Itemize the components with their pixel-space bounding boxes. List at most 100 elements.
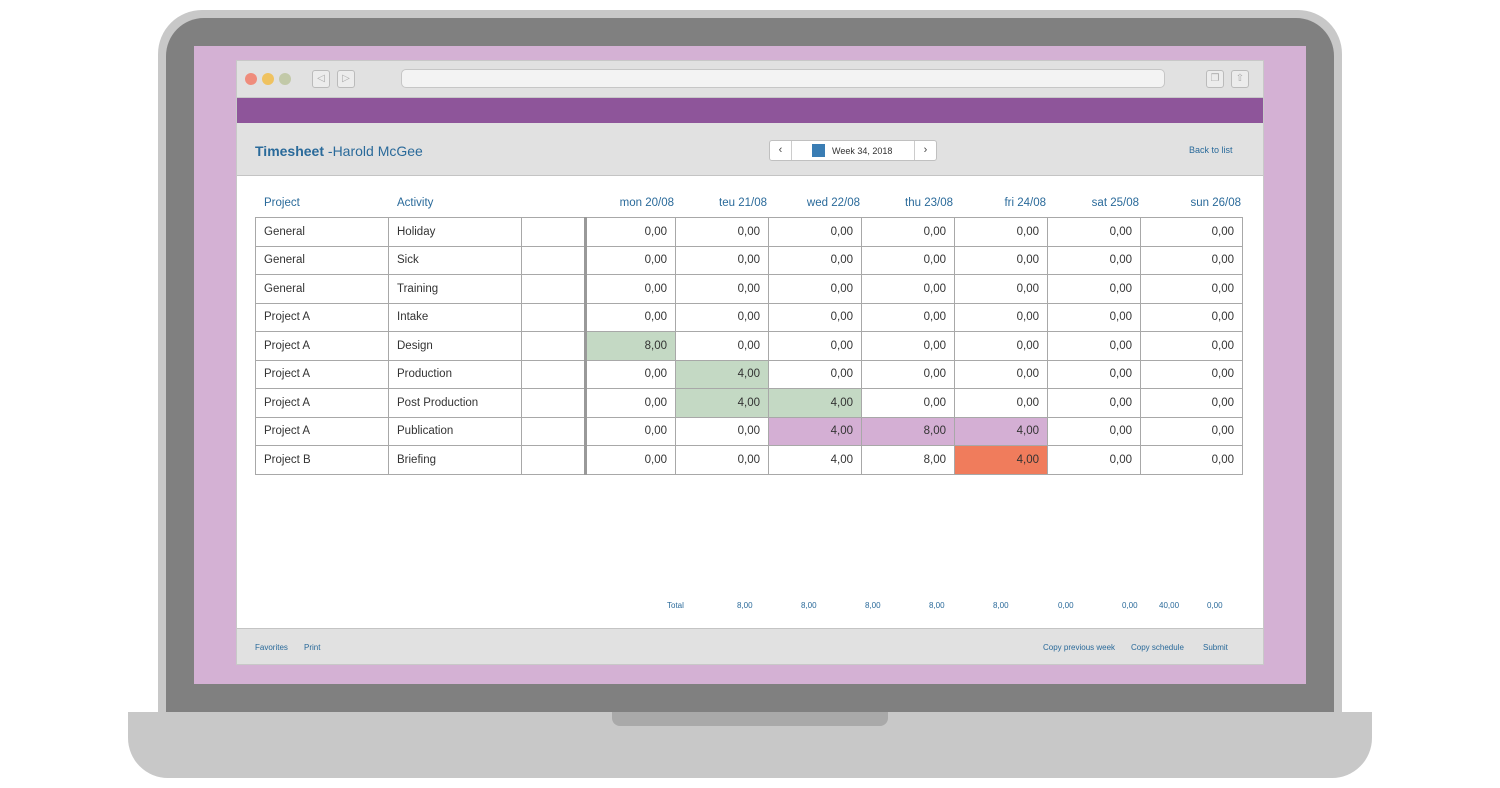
hours-input-cell[interactable]: 0,00	[1140, 359, 1243, 389]
hours-input-cell[interactable]: 0,00	[1140, 388, 1243, 418]
copy-previous-week-link[interactable]: Copy previous week	[1043, 643, 1116, 652]
hours-input-cell[interactable]: 0,00	[675, 416, 769, 446]
hours-input-cell[interactable]: 0,00	[675, 217, 769, 247]
hours-input-cell[interactable]: 0,00	[585, 302, 676, 332]
hours-input-cell[interactable]: 0,00	[1047, 359, 1141, 389]
employee-name: Harold McGee	[332, 143, 423, 159]
hours-input-cell[interactable]: 0,00	[1047, 274, 1141, 304]
hours-input-cell[interactable]: 0,00	[1140, 302, 1243, 332]
address-bar[interactable]	[401, 69, 1165, 88]
hours-input-cell[interactable]: 0,00	[675, 331, 769, 361]
hours-input-cell[interactable]: 4,00	[768, 416, 862, 446]
hours-input-cell[interactable]: 0,00	[585, 217, 676, 247]
hours-input-cell[interactable]: 0,00	[585, 445, 676, 475]
tabs-icon[interactable]: ❐	[1206, 70, 1224, 88]
total-value: 0,00	[1058, 601, 1074, 610]
hours-input-cell[interactable]: 0,00	[1047, 331, 1141, 361]
hours-input-cell[interactable]: 0,00	[768, 274, 862, 304]
hours-input-cell[interactable]: 0,00	[954, 388, 1048, 418]
hours-input-cell[interactable]: 0,00	[675, 274, 769, 304]
hours-input-cell[interactable]: 0,00	[1047, 388, 1141, 418]
hours-input-cell[interactable]: 0,00	[1047, 445, 1141, 475]
total-value: 8,00	[865, 601, 881, 610]
hours-input-cell[interactable]: 0,00	[1047, 245, 1141, 275]
hours-input-cell[interactable]: 0,00	[768, 302, 862, 332]
back-arrow-icon[interactable]: ◁	[312, 70, 330, 88]
blank-cell	[521, 245, 587, 275]
hours-input-cell[interactable]: 0,00	[861, 388, 955, 418]
column-header: thu 23/08	[905, 197, 953, 209]
hours-input-cell[interactable]: 0,00	[768, 245, 862, 275]
hours-input-cell[interactable]: 0,00	[585, 245, 676, 275]
hours-input-cell[interactable]: 0,00	[954, 245, 1048, 275]
print-link[interactable]: Print	[304, 643, 321, 652]
total-value: 8,00	[993, 601, 1009, 610]
hours-input-cell[interactable]: 0,00	[1140, 217, 1243, 247]
hours-input-cell[interactable]: 0,00	[954, 274, 1048, 304]
favorites-link[interactable]: Favorites	[255, 643, 288, 652]
activity-cell: Production	[388, 359, 522, 389]
hours-input-cell[interactable]: 0,00	[1140, 331, 1243, 361]
project-cell: Project A	[255, 331, 389, 361]
project-cell: General	[255, 217, 389, 247]
app-header-band	[237, 98, 1263, 123]
hours-input-cell[interactable]: 0,00	[861, 302, 955, 332]
back-to-list-link[interactable]: Back to list	[1189, 145, 1233, 155]
hours-input-cell[interactable]: 0,00	[954, 302, 1048, 332]
minimize-window-icon[interactable]	[262, 73, 274, 85]
forward-arrow-icon[interactable]: ▷	[337, 70, 355, 88]
hours-input-cell[interactable]: 4,00	[954, 445, 1048, 475]
hours-input-cell[interactable]: 0,00	[675, 445, 769, 475]
project-cell: Project A	[255, 302, 389, 332]
column-header: teu 21/08	[719, 197, 767, 209]
next-week-button[interactable]: ›	[914, 141, 936, 160]
activity-cell: Holiday	[388, 217, 522, 247]
total-value: 0,00	[1122, 601, 1138, 610]
hours-input-cell[interactable]: 0,00	[861, 217, 955, 247]
week-label[interactable]: Week 34, 2018	[832, 146, 893, 156]
hours-input-cell[interactable]: 0,00	[861, 359, 955, 389]
hours-input-cell[interactable]: 8,00	[861, 445, 955, 475]
copy-schedule-link[interactable]: Copy schedule	[1131, 643, 1184, 652]
maximize-window-icon[interactable]	[279, 73, 291, 85]
hours-input-cell[interactable]: 8,00	[861, 416, 955, 446]
hours-input-cell[interactable]: 0,00	[954, 359, 1048, 389]
hours-input-cell[interactable]: 0,00	[768, 331, 862, 361]
submit-button[interactable]: Submit	[1203, 643, 1228, 652]
hours-input-cell[interactable]: 0,00	[1140, 245, 1243, 275]
prev-week-button[interactable]: ‹	[770, 141, 792, 160]
hours-input-cell[interactable]: 0,00	[861, 245, 955, 275]
hours-input-cell[interactable]: 0,00	[954, 217, 1048, 247]
hours-input-cell[interactable]: 0,00	[1140, 416, 1243, 446]
share-icon[interactable]: ⇧	[1231, 70, 1249, 88]
hours-input-cell[interactable]: 0,00	[768, 217, 862, 247]
hours-input-cell[interactable]: 0,00	[1047, 302, 1141, 332]
hours-input-cell[interactable]: 0,00	[954, 331, 1048, 361]
hours-input-cell[interactable]: 0,00	[585, 274, 676, 304]
hours-input-cell[interactable]: 0,00	[585, 359, 676, 389]
hours-input-cell[interactable]: 4,00	[675, 388, 769, 418]
hours-input-cell[interactable]: 0,00	[1047, 217, 1141, 247]
hours-input-cell[interactable]: 0,00	[1047, 416, 1141, 446]
hours-input-cell[interactable]: 0,00	[585, 388, 676, 418]
timesheet-table: General Holiday 0,00 0,00 0,00 0,00 0,00 0,00 0,…	[255, 217, 1243, 475]
hours-input-cell[interactable]: 0,00	[861, 331, 955, 361]
hours-input-cell[interactable]: 0,00	[861, 274, 955, 304]
table-row: Project A Design 8,00 0,00 0,00 0,00 0,00 0,00 0…	[255, 331, 1243, 361]
column-header: sat 25/08	[1091, 197, 1139, 209]
hours-input-cell[interactable]: 8,00	[585, 331, 676, 361]
calendar-icon[interactable]	[812, 144, 825, 157]
hours-input-cell[interactable]: 0,00	[1140, 274, 1243, 304]
hours-input-cell[interactable]: 0,00	[1140, 445, 1243, 475]
hours-input-cell[interactable]: 0,00	[675, 302, 769, 332]
hours-input-cell[interactable]: 0,00	[675, 245, 769, 275]
hours-input-cell[interactable]: 4,00	[768, 445, 862, 475]
hours-input-cell[interactable]: 0,00	[768, 359, 862, 389]
hours-input-cell[interactable]: 4,00	[954, 416, 1048, 446]
hours-input-cell[interactable]: 4,00	[675, 359, 769, 389]
hours-input-cell[interactable]: 4,00	[768, 388, 862, 418]
project-cell: Project A	[255, 416, 389, 446]
hours-input-cell[interactable]: 0,00	[585, 416, 676, 446]
close-window-icon[interactable]	[245, 73, 257, 85]
table-row: Project A Production 0,00 4,00 0,00 0,00 0,00 0…	[255, 359, 1243, 389]
